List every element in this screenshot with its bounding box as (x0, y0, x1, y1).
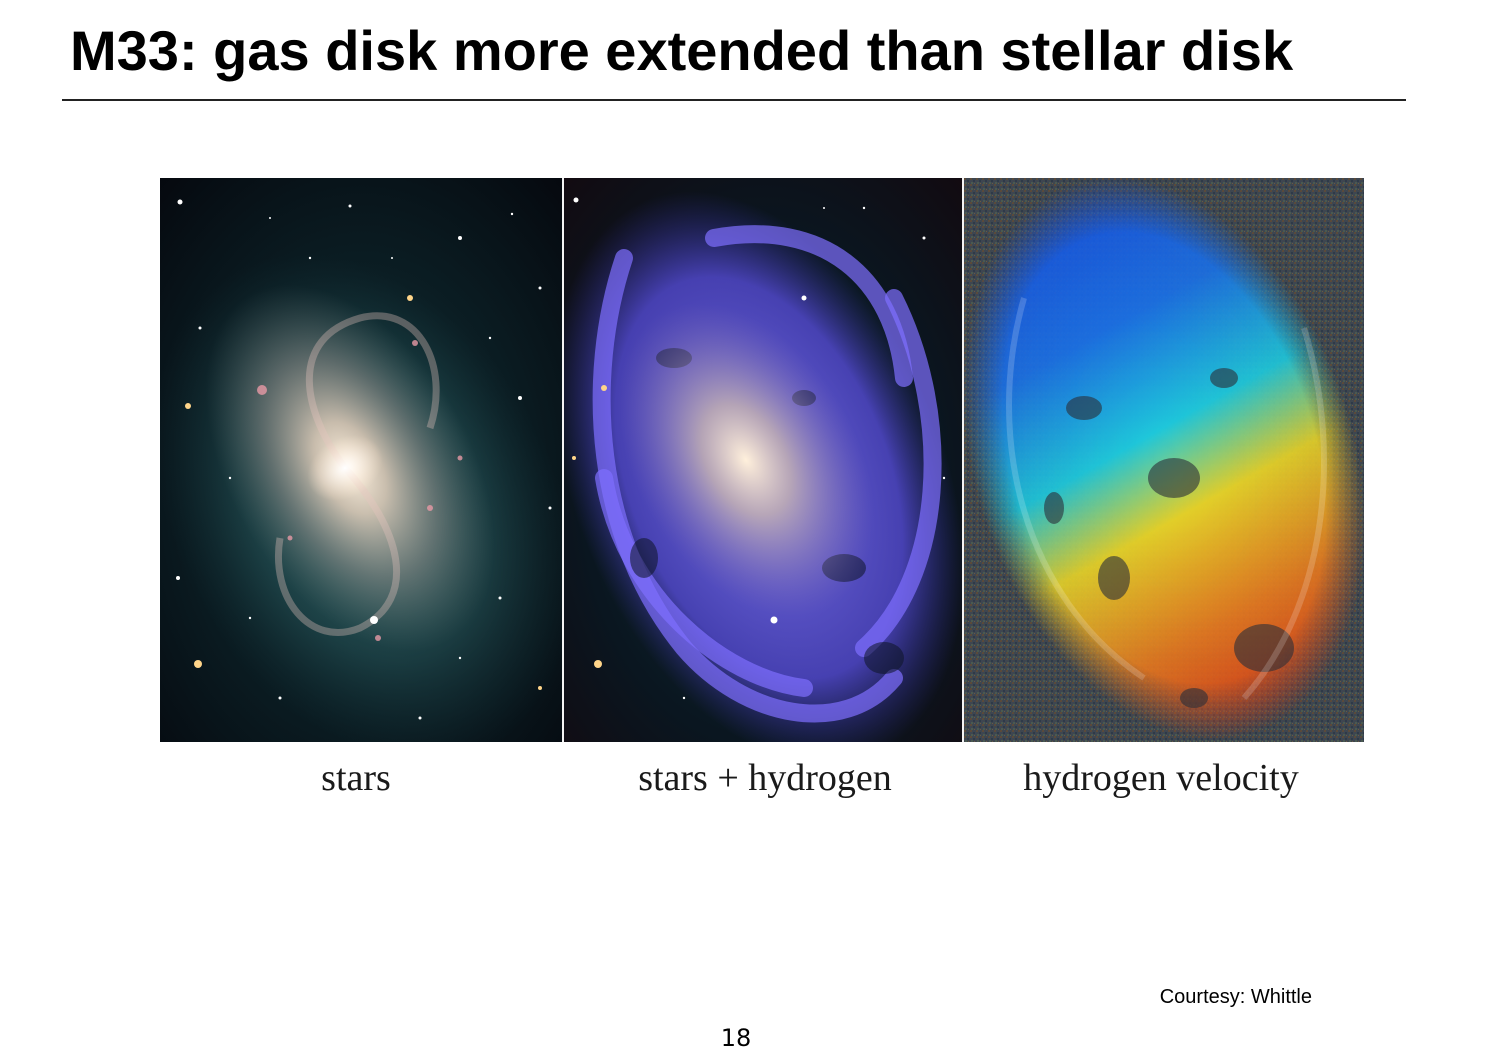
caption-stars: stars (321, 757, 391, 799)
caption-hydrogen-velocity: hydrogen velocity (1023, 757, 1299, 799)
galaxy-stars-image (160, 178, 562, 742)
galaxy-stars-hydrogen-image (564, 178, 962, 742)
panel-divider (962, 178, 964, 742)
image-credit: Courtesy: Whittle (1159, 986, 1312, 1008)
galaxy-hydrogen-velocity-image (964, 178, 1364, 742)
title-divider (62, 99, 1406, 101)
page-number: 18 (720, 1024, 752, 1052)
caption-stars-hydrogen: stars + hydrogen (638, 757, 892, 799)
panel-divider (562, 178, 564, 742)
slide-title: M33: gas disk more extended than stellar… (70, 19, 1294, 82)
